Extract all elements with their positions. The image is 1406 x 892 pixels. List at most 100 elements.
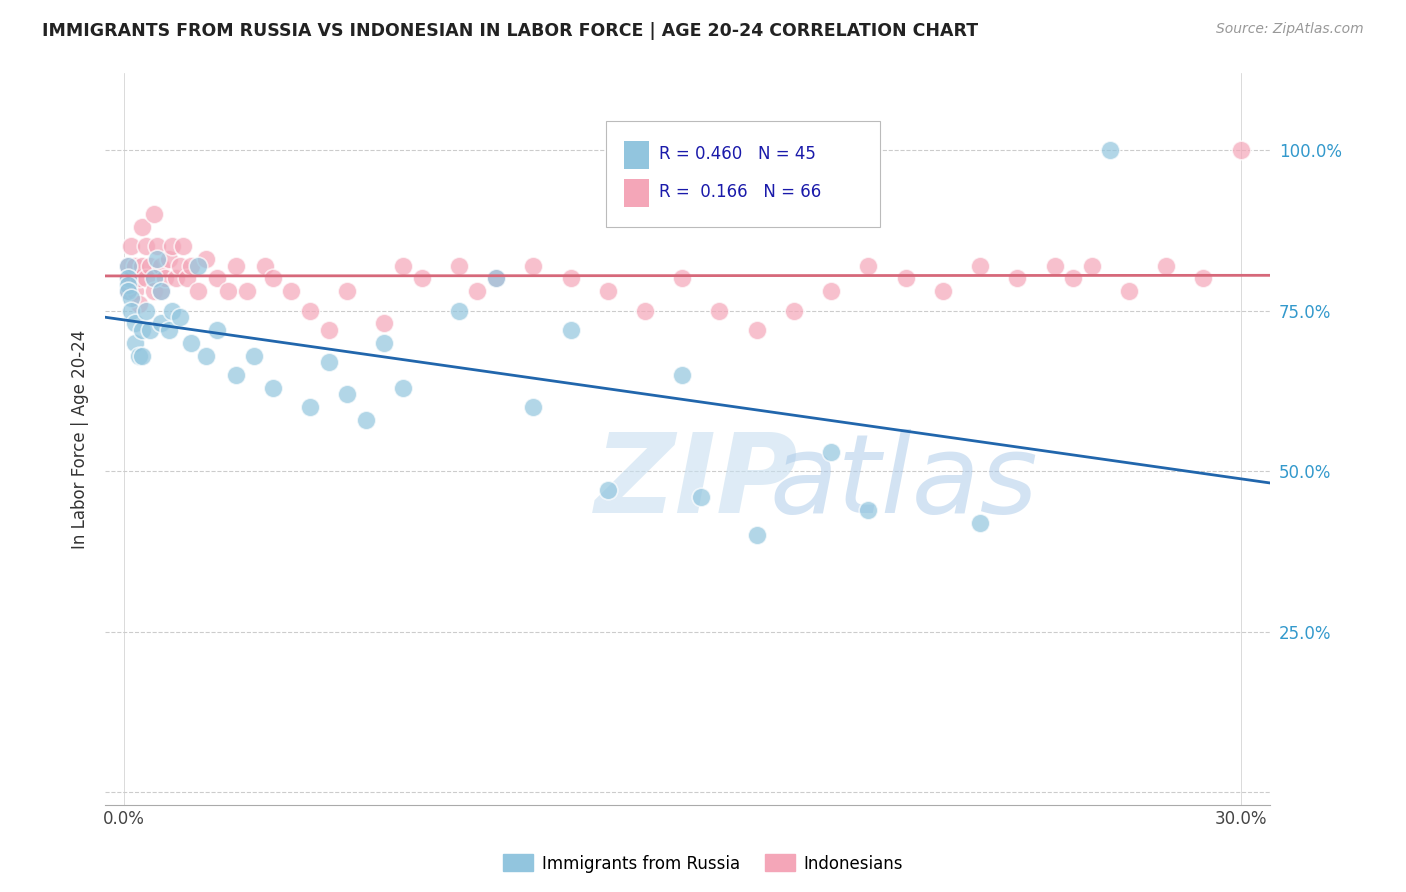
Text: IMMIGRANTS FROM RUSSIA VS INDONESIAN IN LABOR FORCE | AGE 20-24 CORRELATION CHAR: IMMIGRANTS FROM RUSSIA VS INDONESIAN IN …	[42, 22, 979, 40]
Point	[217, 285, 239, 299]
Text: ZIP: ZIP	[595, 429, 799, 536]
Y-axis label: In Labor Force | Age 20-24: In Labor Force | Age 20-24	[72, 329, 89, 549]
Point	[169, 310, 191, 324]
Point	[131, 220, 153, 235]
Point	[157, 323, 180, 337]
Point	[262, 271, 284, 285]
Point	[235, 285, 257, 299]
Point	[135, 239, 157, 253]
Point	[1007, 271, 1029, 285]
Point	[1081, 259, 1104, 273]
Point	[187, 285, 209, 299]
Point	[596, 483, 619, 498]
Text: R = 0.460   N = 45: R = 0.460 N = 45	[658, 145, 815, 163]
Point	[117, 271, 139, 285]
Point	[373, 335, 395, 350]
Point	[709, 303, 731, 318]
Point	[131, 259, 153, 273]
Point	[858, 259, 880, 273]
Point	[596, 285, 619, 299]
Point	[225, 259, 247, 273]
Point	[318, 323, 340, 337]
Point	[336, 285, 359, 299]
Point	[783, 303, 806, 318]
Point	[117, 259, 139, 273]
Point	[280, 285, 302, 299]
Point	[117, 271, 139, 285]
Text: Source: ZipAtlas.com: Source: ZipAtlas.com	[1216, 22, 1364, 37]
Point	[128, 271, 150, 285]
Point	[117, 285, 139, 299]
Point	[160, 303, 183, 318]
Point	[124, 317, 146, 331]
Point	[135, 271, 157, 285]
Point	[522, 400, 544, 414]
Point	[392, 259, 415, 273]
Point	[205, 323, 228, 337]
Point	[1154, 259, 1177, 273]
Point	[298, 303, 321, 318]
Point	[858, 502, 880, 516]
Bar	[624, 179, 650, 207]
Point	[142, 285, 165, 299]
Point	[745, 528, 768, 542]
Point	[139, 323, 162, 337]
Point	[262, 381, 284, 395]
Point	[135, 303, 157, 318]
Point	[634, 303, 657, 318]
Point	[194, 349, 217, 363]
Point	[1229, 143, 1251, 157]
Point	[820, 285, 842, 299]
Point	[142, 271, 165, 285]
Point	[485, 271, 508, 285]
Point	[117, 285, 139, 299]
Point	[298, 400, 321, 414]
Point	[124, 335, 146, 350]
Point	[485, 271, 508, 285]
Point	[187, 259, 209, 273]
Point	[120, 291, 142, 305]
Point	[142, 207, 165, 221]
Point	[1192, 271, 1215, 285]
Point	[157, 252, 180, 267]
Point	[131, 323, 153, 337]
Point	[131, 349, 153, 363]
Point	[969, 259, 991, 273]
Point	[139, 259, 162, 273]
FancyBboxPatch shape	[606, 120, 880, 227]
Point	[128, 349, 150, 363]
Point	[373, 317, 395, 331]
Point	[411, 271, 433, 285]
Bar	[624, 141, 650, 169]
Point	[560, 323, 582, 337]
Point	[969, 516, 991, 530]
Point	[447, 259, 470, 273]
Point	[1118, 285, 1140, 299]
Point	[153, 271, 176, 285]
Text: atlas: atlas	[769, 429, 1038, 536]
Point	[745, 323, 768, 337]
Point	[117, 277, 139, 292]
Point	[225, 368, 247, 382]
Point	[120, 239, 142, 253]
Point	[150, 317, 173, 331]
Point	[160, 239, 183, 253]
Point	[894, 271, 917, 285]
Point	[194, 252, 217, 267]
Point	[150, 259, 173, 273]
Text: R =  0.166   N = 66: R = 0.166 N = 66	[658, 184, 821, 202]
Point	[467, 285, 489, 299]
Point	[318, 355, 340, 369]
Point	[336, 387, 359, 401]
Point	[447, 303, 470, 318]
Point	[146, 239, 169, 253]
Point	[243, 349, 266, 363]
Point	[172, 239, 194, 253]
Point	[1062, 271, 1084, 285]
Point	[392, 381, 415, 395]
Point	[205, 271, 228, 285]
Point	[254, 259, 277, 273]
Point	[671, 368, 693, 382]
Point	[120, 271, 142, 285]
Point	[128, 297, 150, 311]
